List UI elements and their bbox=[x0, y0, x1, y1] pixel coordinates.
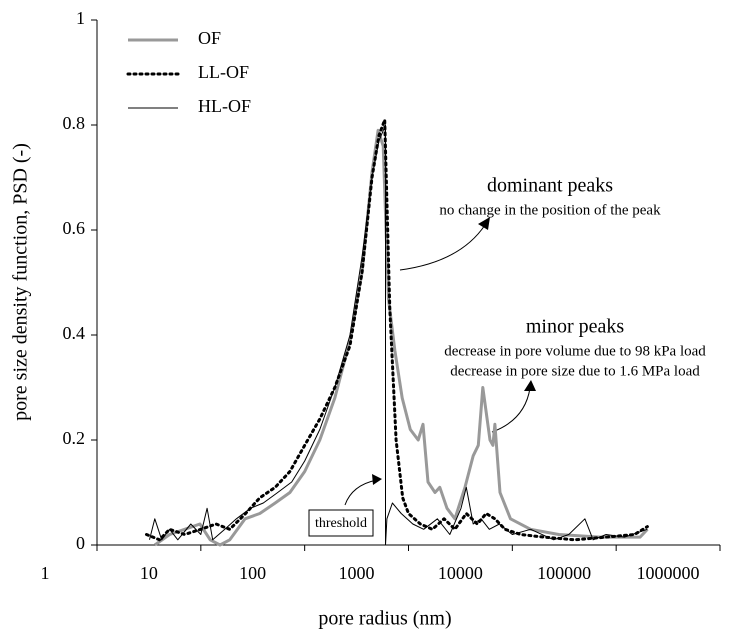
y-tick-label: 0 bbox=[76, 533, 85, 553]
annotation: dominant peaks bbox=[487, 175, 613, 197]
y-tick-label: 1 bbox=[76, 8, 85, 28]
x-tick-label: 1 bbox=[41, 563, 50, 583]
annotation: no change in the position of the peak bbox=[439, 202, 661, 218]
annotation: threshold bbox=[315, 516, 367, 531]
legend-label: OF bbox=[198, 28, 221, 48]
x-tick-label: 10 bbox=[140, 563, 158, 583]
x-tick-label: 1000 bbox=[339, 563, 375, 583]
arrowheads bbox=[372, 217, 536, 485]
annotation: decrease in pore size due to 1.6 MPa loa… bbox=[450, 363, 700, 379]
x-tick-label: 1000000 bbox=[637, 563, 700, 583]
annotation-box bbox=[308, 509, 374, 537]
legend-label: LL-OF bbox=[198, 62, 249, 82]
x-tick-label: 100000 bbox=[537, 563, 591, 583]
x-tick-label: 100 bbox=[239, 563, 266, 583]
y-tick-label: 0.6 bbox=[63, 218, 86, 238]
series-line bbox=[153, 128, 649, 547]
y-tick-label: 0.2 bbox=[63, 428, 86, 448]
y-tick-label: 0.8 bbox=[63, 113, 86, 133]
annotation: decrease in pore volume due to 98 kPa lo… bbox=[444, 343, 706, 359]
y-axis-title: pore size density function, PSD (-) bbox=[10, 143, 32, 421]
y-tick-label: 0.4 bbox=[63, 323, 86, 343]
series-line bbox=[149, 124, 648, 546]
x-tick-label: 10000 bbox=[438, 563, 483, 583]
annotation: minor peaks bbox=[526, 316, 625, 338]
legend-label: HL-OF bbox=[198, 96, 251, 116]
x-axis-title: pore radius (nm) bbox=[318, 608, 451, 630]
